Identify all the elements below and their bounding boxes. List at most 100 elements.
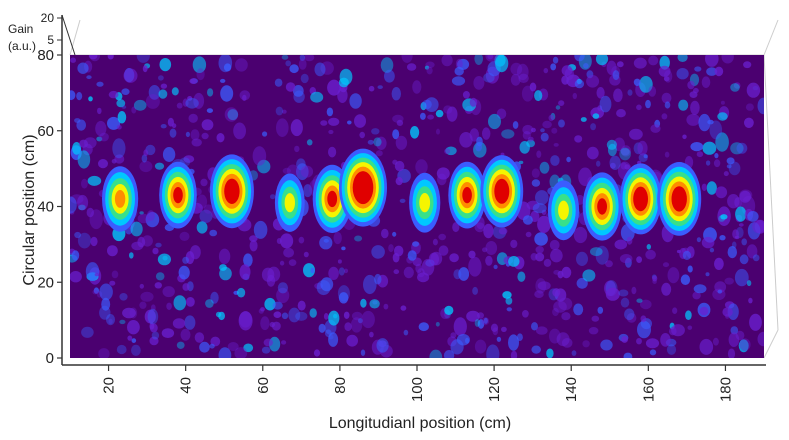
noise-speck <box>142 65 148 73</box>
noise-speck <box>220 85 234 102</box>
noise-speck <box>157 253 171 266</box>
hotspot <box>274 173 305 232</box>
x-tick-label: 20 <box>101 377 118 394</box>
noise-speck <box>320 277 334 292</box>
noise-speck <box>699 306 709 316</box>
noise-speck <box>482 247 488 253</box>
noise-speck <box>144 309 156 324</box>
noise-speck <box>116 124 122 130</box>
noise-speck <box>712 337 719 346</box>
noise-speck <box>536 326 548 335</box>
noise-speck <box>698 113 711 132</box>
noise-speck <box>510 73 521 86</box>
noise-speck <box>160 124 167 129</box>
noise-speck <box>150 304 156 312</box>
noise-speck <box>727 348 736 358</box>
noise-speck <box>130 221 143 237</box>
noise-speck <box>190 245 201 260</box>
noise-speck <box>154 162 165 170</box>
noise-speck <box>376 338 389 353</box>
noise-speck <box>721 55 734 64</box>
noise-speck <box>116 99 126 108</box>
noise-speck <box>201 132 209 140</box>
noise-speck <box>543 68 549 74</box>
noise-speck <box>458 267 470 281</box>
noise-speck <box>292 85 304 97</box>
noise-speck <box>298 58 307 70</box>
noise-speck <box>689 91 698 98</box>
noise-speck <box>338 267 345 276</box>
noise-speck <box>154 282 162 289</box>
noise-speck <box>609 155 621 170</box>
noise-speck <box>720 100 725 105</box>
noise-speck <box>166 302 172 310</box>
noise-speck <box>96 81 104 87</box>
noise-speck <box>733 82 741 89</box>
noise-speck <box>669 327 677 336</box>
noise-speck <box>401 55 413 63</box>
noise-speck <box>650 124 661 133</box>
noise-speck <box>131 344 141 356</box>
noise-speck <box>531 179 541 187</box>
noise-speck <box>717 289 723 294</box>
noise-speck <box>659 55 670 70</box>
noise-speck <box>318 323 326 333</box>
noise-speck <box>369 331 374 338</box>
noise-speck <box>343 268 349 274</box>
noise-speck <box>209 343 215 349</box>
noise-speck <box>444 148 451 155</box>
noise-speck <box>395 135 408 150</box>
noise-speck <box>550 248 563 263</box>
noise-speck <box>327 79 341 96</box>
noise-speck <box>77 150 91 169</box>
noise-speck <box>136 55 150 63</box>
noise-speck <box>485 241 498 255</box>
noise-speck <box>112 138 126 159</box>
noise-speck <box>277 282 288 294</box>
noise-speck <box>88 96 93 102</box>
noise-speck <box>141 154 148 163</box>
noise-speck <box>403 266 414 279</box>
noise-speck <box>690 142 704 152</box>
noise-speck <box>537 215 551 234</box>
noise-speck <box>597 306 604 314</box>
noise-speck <box>131 338 137 343</box>
noise-speck <box>310 91 324 103</box>
hotspot-level <box>358 180 368 196</box>
noise-speck <box>119 293 128 301</box>
noise-speck <box>131 106 137 114</box>
noise-speck <box>139 211 144 215</box>
noise-speck <box>276 118 289 137</box>
noise-speck <box>363 274 377 295</box>
noise-speck <box>139 283 144 289</box>
noise-speck <box>137 213 150 224</box>
noise-speck <box>242 94 247 101</box>
noise-speck <box>535 278 547 294</box>
noise-speck <box>368 85 375 92</box>
noise-speck <box>616 61 624 68</box>
noise-speck <box>162 286 175 298</box>
noise-speck <box>645 99 651 109</box>
noise-speck <box>599 95 612 113</box>
noise-speck <box>643 154 648 159</box>
noise-speck <box>592 113 600 119</box>
noise-speck <box>620 162 627 170</box>
noise-speck <box>746 82 761 98</box>
noise-speck <box>709 247 715 253</box>
noise-speck <box>237 287 246 298</box>
noise-speck <box>540 132 549 142</box>
noise-speck <box>699 338 714 355</box>
noise-speck <box>639 76 653 93</box>
noise-speck <box>72 142 82 155</box>
noise-speck <box>530 127 536 133</box>
noise-speck <box>343 311 350 319</box>
noise-speck <box>176 341 185 349</box>
noise-speck <box>521 85 534 102</box>
z-tick-label: 20 <box>41 11 55 25</box>
noise-speck <box>564 67 575 80</box>
noise-speck <box>449 253 459 263</box>
noise-speck <box>508 256 520 267</box>
noise-speck <box>303 251 309 258</box>
noise-speck <box>349 93 362 109</box>
